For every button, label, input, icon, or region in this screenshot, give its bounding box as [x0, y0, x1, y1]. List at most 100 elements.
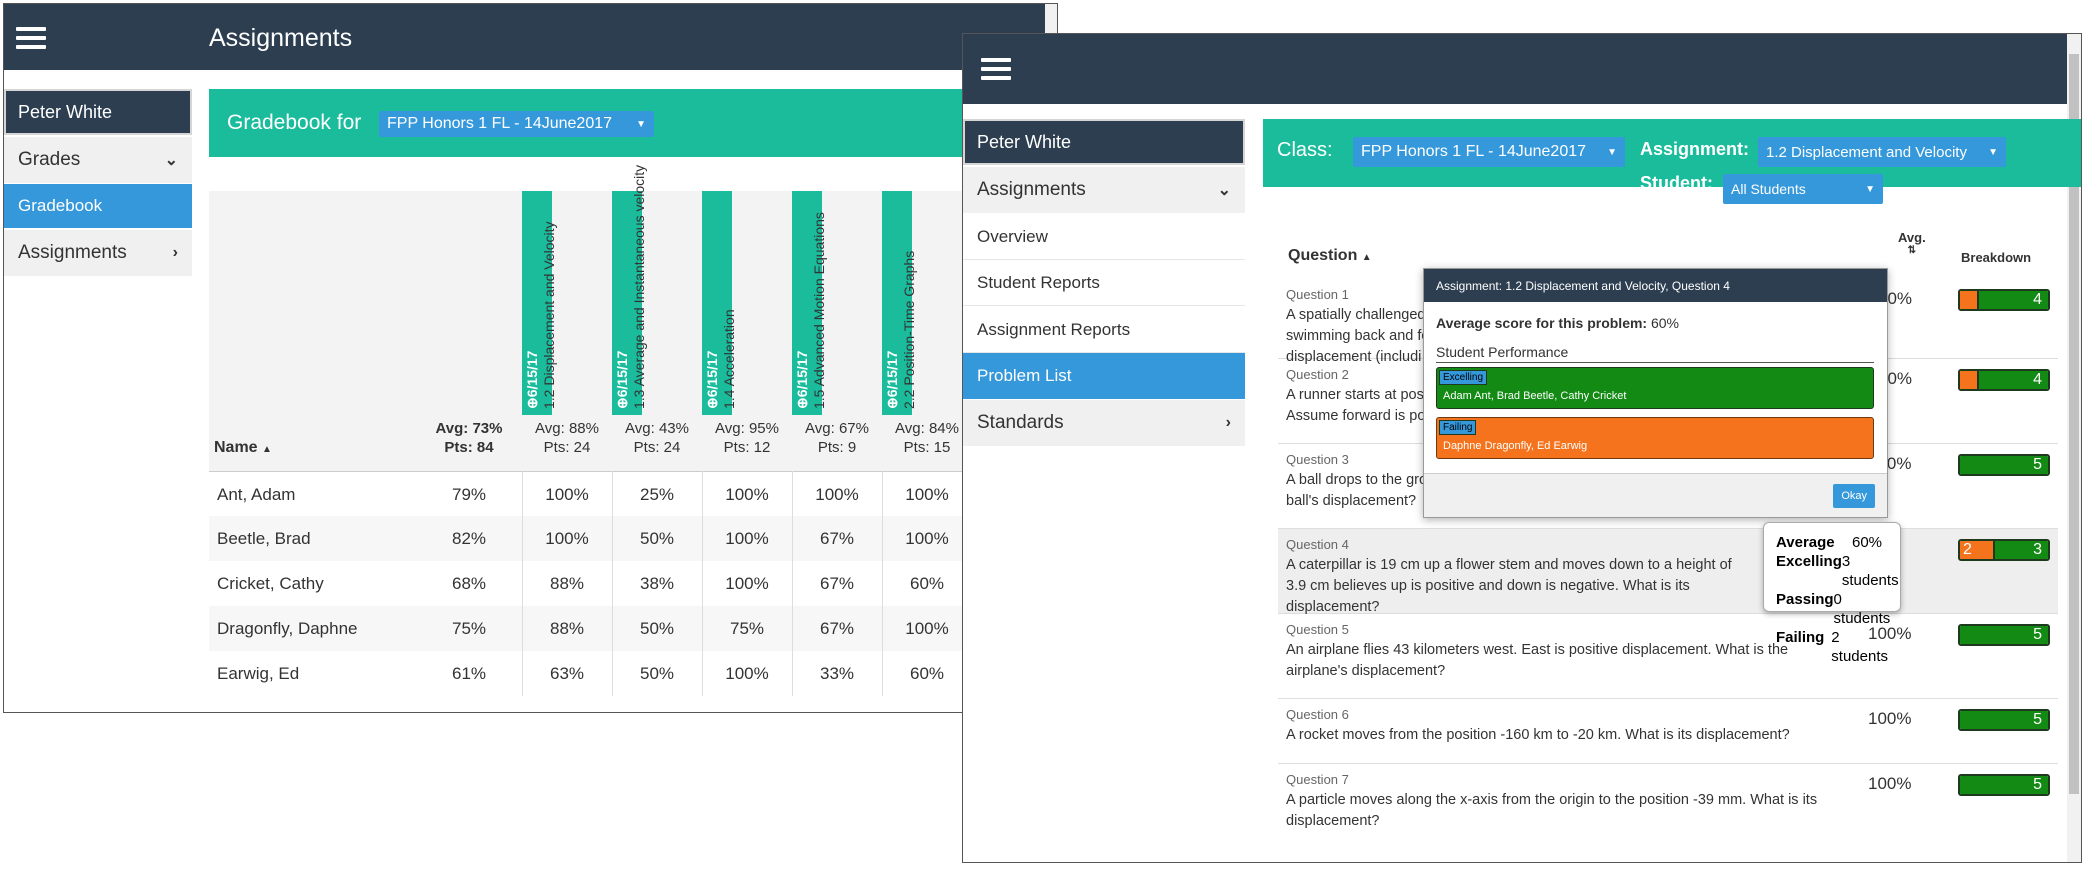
assignment-header-1[interactable]: ⊕6/15/17 1.2 Displacement and Velocity	[522, 191, 557, 415]
user-name: Peter White	[4, 89, 192, 135]
question-row[interactable]: Question 7 A particle moves along the x-…	[1278, 764, 2058, 862]
student-name[interactable]: Cricket, Cathy	[217, 574, 324, 593]
assignment-header-2[interactable]: ⊕6/15/17 1.3 Average and Instantaneous ve…	[612, 165, 647, 415]
assignment-avg-2: Avg: 43% Pts: 24	[625, 420, 689, 456]
score-cell[interactable]: 100%	[725, 529, 769, 548]
excelling-group: Excelling Adam Ant, Brad Beetle, Cathy C…	[1436, 367, 1874, 409]
nav-standards[interactable]: Standards ›	[963, 400, 1245, 446]
user-name: Peter White	[963, 119, 1245, 165]
name-header[interactable]: Name ▲	[214, 439, 272, 456]
score-cell[interactable]: 100%	[905, 485, 949, 504]
breakdown-bar[interactable]: 5	[1958, 774, 2050, 796]
table-row: Earwig, Ed 61% 63% 50% 100% 33% 60%	[209, 651, 1057, 696]
page-title: Assignments	[209, 24, 353, 52]
nav-assignments[interactable]: Assignments ›	[4, 230, 192, 276]
score-cell[interactable]: 38%	[639, 574, 675, 593]
avg-header[interactable]: Avg. ⇅	[1898, 230, 1926, 256]
question-detail-modal: Assignment: 1.2 Displacement and Velocit…	[1423, 268, 1888, 518]
score-cell[interactable]: 50%	[639, 529, 675, 548]
assignment-header-3[interactable]: ⊕6/15/17 1.4 Acceleration	[702, 191, 737, 415]
student-name[interactable]: Earwig, Ed	[217, 664, 300, 683]
student-name[interactable]: Dragonfly, Daphne	[217, 619, 358, 638]
nav-assignments[interactable]: Assignments ⌄	[963, 167, 1245, 213]
gradebook-window: Assignments Peter White Grades ⌄ Gradebo…	[3, 3, 1058, 713]
breakdown-bar[interactable]: 4	[1958, 289, 2050, 311]
score-cell[interactable]: 100%	[545, 485, 589, 504]
hamburger-menu-icon[interactable]	[16, 27, 46, 49]
filter-bar: Class: FPP Honors 1 FL - 14June2017 ▼ Ass…	[1263, 119, 2081, 193]
score-cell[interactable]: 100%	[905, 619, 949, 638]
score-cell[interactable]: 88%	[549, 619, 585, 638]
assignment-avg-4: Avg: 67% Pts: 9	[805, 420, 869, 456]
assignment-avg-1: Avg: 88% Pts: 24	[535, 420, 599, 456]
table-row: Cricket, Cathy 68% 88% 38% 100% 67% 60%	[209, 561, 1057, 606]
assignment-label: Assignment:	[1640, 139, 1750, 159]
assignment-select[interactable]: 1.2 Displacement and Velocity ▼	[1758, 137, 2006, 167]
breakdown-bar[interactable]: 4	[1958, 369, 2050, 391]
breakdown-bar[interactable]: 5	[1958, 709, 2050, 731]
score-cell[interactable]: 33%	[819, 664, 855, 683]
score-cell[interactable]: 100%	[545, 529, 589, 548]
question-header[interactable]: Question ▲	[1288, 247, 1372, 264]
score-cell[interactable]: 25%	[639, 485, 675, 504]
question-row[interactable]: Question 3 A ball drops to the gro What …	[1278, 444, 2058, 529]
breakdown-tooltip: Average 60% Excelling 3 students Passing 0 …	[1763, 522, 1901, 665]
question-row[interactable]: Question 6 A rocket moves from the posit…	[1278, 699, 2058, 764]
score-cell[interactable]: 75%	[729, 619, 765, 638]
nav-student-reports[interactable]: Student Reports	[963, 260, 1245, 306]
score-cell[interactable]: 67%	[819, 574, 855, 593]
failing-group: Failing Daphne Dragonfly, Ed Earwig	[1436, 417, 1874, 459]
nav-problem-list[interactable]: Problem List	[963, 353, 1245, 399]
score-cell[interactable]: 100%	[725, 574, 769, 593]
assignment-header-5[interactable]: ⊕6/15/17 2.2 Position-Time Graphs	[882, 191, 917, 415]
sort-icon: ⇅	[1907, 245, 1917, 256]
breakdown-header: Breakdown	[1961, 250, 2032, 265]
score-cell[interactable]: 60%	[909, 574, 945, 593]
column-divider	[522, 471, 523, 696]
scrollbar-thumb[interactable]	[2069, 54, 2079, 794]
okay-button[interactable]: Okay	[1833, 484, 1875, 508]
chevron-right-icon: ›	[172, 244, 178, 261]
assignment-header-4[interactable]: ⊕6/15/17 1.5 Advanced Motion Equations	[792, 191, 827, 415]
caret-down-icon: ▼	[1865, 183, 1875, 195]
scrollbar[interactable]	[2067, 34, 2081, 862]
score-cell[interactable]: 100%	[815, 485, 859, 504]
score-cell[interactable]: 67%	[819, 619, 855, 638]
breakdown-bar[interactable]: 5	[1958, 624, 2050, 646]
tooltip-row: Passing 0 students	[1776, 591, 1891, 627]
breakdown-bar[interactable]: 5	[1958, 454, 2050, 476]
score-cell[interactable]: 100%	[905, 529, 949, 548]
score-cell[interactable]: 67%	[819, 529, 855, 548]
top-bar	[963, 34, 2081, 104]
score-cell[interactable]: 100%	[725, 485, 769, 504]
score-cell[interactable]: 50%	[639, 664, 675, 683]
nav-gradebook[interactable]: Gradebook	[4, 184, 192, 228]
question-avg: 100%	[1868, 774, 1912, 793]
student-select[interactable]: All Students ▼	[1723, 174, 1883, 204]
class-select[interactable]: FPP Honors 1 FL - 14June2017 ▼	[379, 111, 654, 137]
gradebook-label: Gradebook for	[227, 111, 362, 134]
nav-grades[interactable]: Grades ⌄	[4, 137, 192, 183]
score-cell[interactable]: 63%	[549, 664, 585, 683]
student-name[interactable]: Ant, Adam	[217, 485, 296, 504]
student-name[interactable]: Beetle, Brad	[217, 529, 311, 548]
student-label: Student:	[1640, 173, 1713, 193]
excelling-tag: Excelling	[1439, 370, 1488, 385]
score-cell[interactable]: 88%	[549, 574, 585, 593]
chevron-down-icon: ⌄	[164, 152, 178, 169]
failing-names: Daphne Dragonfly, Ed Earwig	[1443, 440, 1588, 452]
question-row[interactable]: Question 4 A caterpillar is 19 cm up a f…	[1278, 529, 2058, 615]
score-cell[interactable]: 100%	[725, 664, 769, 683]
tooltip-row: Excelling 3 students	[1776, 553, 1899, 589]
caret-down-icon: ▼	[636, 118, 646, 130]
score-cell[interactable]: 60%	[909, 664, 945, 683]
question-row[interactable]: Question 5 An airplane flies 43 kilomete…	[1278, 614, 2058, 699]
score-cell[interactable]: 50%	[639, 619, 675, 638]
caret-down-icon: ▼	[1607, 146, 1617, 158]
class-select[interactable]: FPP Honors 1 FL - 14June2017 ▼	[1353, 137, 1625, 167]
hamburger-menu-icon[interactable]	[981, 58, 1011, 80]
nav-overview[interactable]: Overview	[963, 214, 1245, 260]
failing-tag: Failing	[1439, 420, 1477, 435]
nav-assignment-reports[interactable]: Assignment Reports	[963, 307, 1245, 353]
